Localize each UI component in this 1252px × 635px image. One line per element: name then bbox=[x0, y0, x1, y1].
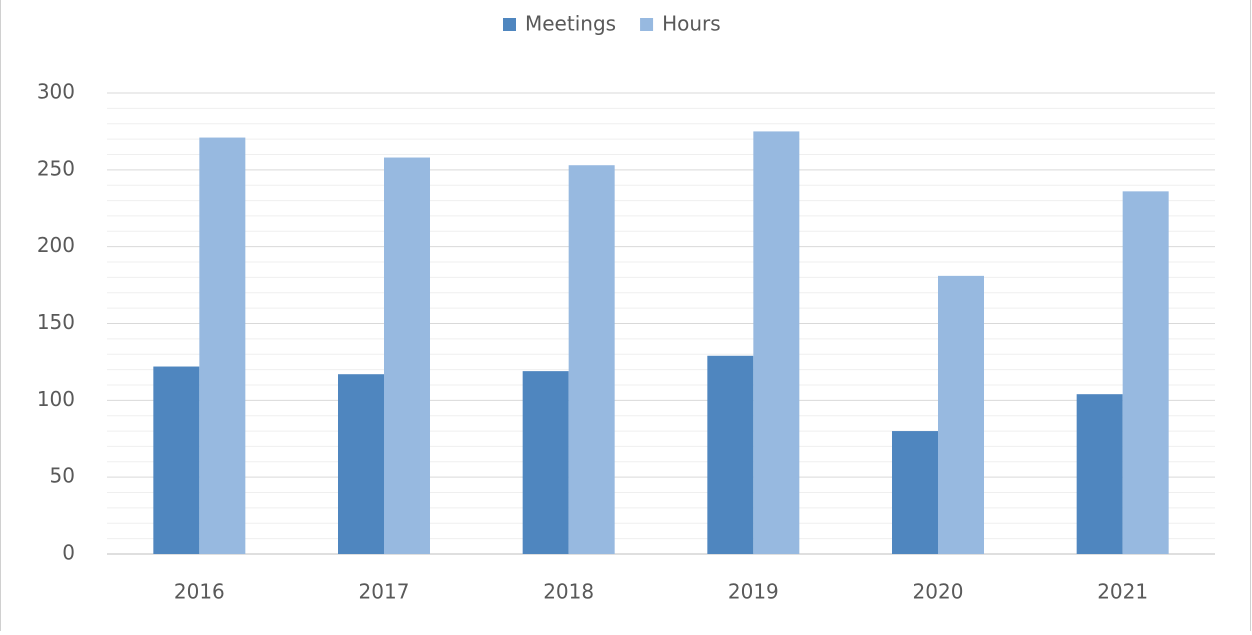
bar bbox=[338, 374, 384, 554]
bar bbox=[938, 275, 984, 554]
y-tick-label: 200 bbox=[37, 233, 75, 257]
y-tick-label: 0 bbox=[62, 541, 75, 565]
x-tick-label: 2017 bbox=[359, 580, 410, 604]
x-tick-label: 2019 bbox=[728, 580, 779, 604]
bar bbox=[1076, 394, 1123, 554]
legend-label: Meetings bbox=[525, 12, 616, 36]
bar bbox=[153, 366, 200, 554]
x-tick-label: 2020 bbox=[913, 580, 964, 604]
bar bbox=[707, 355, 754, 554]
legend-swatch bbox=[503, 18, 516, 31]
y-tick-label: 100 bbox=[37, 387, 75, 411]
legend-swatch bbox=[640, 18, 654, 31]
bar bbox=[753, 131, 800, 554]
legend-label: Hours bbox=[662, 12, 721, 36]
bar bbox=[892, 431, 938, 554]
y-tick-label: 250 bbox=[37, 156, 75, 180]
bar bbox=[1122, 191, 1169, 554]
bar bbox=[384, 157, 430, 555]
y-tick-label: 150 bbox=[37, 310, 75, 334]
x-tick-label: 2018 bbox=[543, 580, 594, 604]
y-tick-label: 300 bbox=[37, 80, 75, 104]
bar bbox=[522, 371, 569, 554]
y-tick-label: 50 bbox=[50, 464, 75, 488]
x-tick-label: 2021 bbox=[1097, 580, 1148, 604]
bar bbox=[568, 165, 615, 554]
bar bbox=[199, 137, 246, 554]
x-tick-label: 2016 bbox=[174, 580, 225, 604]
